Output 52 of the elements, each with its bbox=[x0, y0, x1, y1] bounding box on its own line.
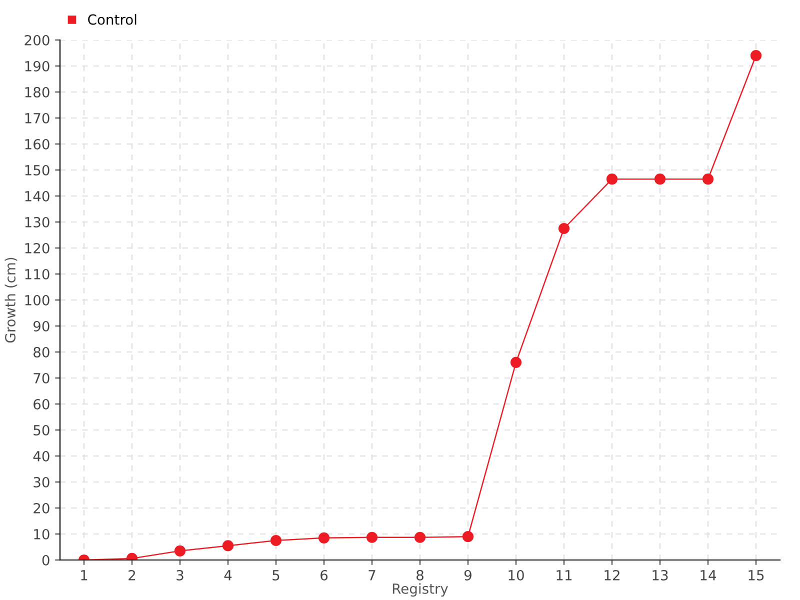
x-tick-label: 1 bbox=[81, 570, 88, 580]
point bbox=[414, 532, 426, 543]
y-axis-title: Growth (cm) bbox=[4, 258, 18, 343]
x-tick-label: 6 bbox=[320, 570, 328, 580]
point bbox=[270, 534, 282, 546]
point bbox=[462, 531, 474, 542]
x-tick-label: 10 bbox=[508, 570, 524, 580]
x-tick-label: 3 bbox=[176, 570, 184, 580]
x-tick-label: 15 bbox=[748, 570, 764, 580]
x-tick-label: 14 bbox=[700, 570, 716, 580]
y-tick-label: 60 bbox=[34, 398, 50, 410]
x-tick-label: 5 bbox=[272, 570, 280, 580]
y-tick-label: 140 bbox=[25, 190, 50, 202]
y-tick-label: 100 bbox=[25, 294, 50, 306]
y-tick-label: 10 bbox=[34, 528, 50, 540]
point bbox=[222, 540, 234, 552]
y-tick-label: 80 bbox=[34, 346, 50, 358]
y-tick-label: 150 bbox=[25, 164, 50, 176]
x-tick-label: 4 bbox=[224, 570, 232, 580]
y-tick-label: 130 bbox=[25, 216, 50, 228]
y-tick-label: 110 bbox=[25, 268, 50, 280]
x-tick-label: 8 bbox=[416, 570, 424, 580]
point bbox=[606, 174, 618, 185]
point bbox=[558, 222, 570, 234]
x-tick-label: 9 bbox=[464, 570, 472, 580]
point bbox=[510, 356, 522, 368]
y-tick-label: 50 bbox=[34, 424, 50, 436]
point bbox=[750, 50, 762, 62]
y-tick-label: 170 bbox=[25, 112, 50, 124]
x-axis-title: Registry bbox=[392, 583, 448, 597]
point bbox=[654, 174, 666, 185]
x-tick-label: 7 bbox=[368, 570, 376, 580]
y-tick-label: 70 bbox=[34, 372, 50, 384]
y-tick-label: 30 bbox=[34, 476, 50, 488]
point bbox=[318, 532, 330, 544]
point bbox=[174, 545, 186, 556]
legend-label: Control bbox=[88, 14, 136, 25]
point bbox=[702, 174, 714, 185]
y-tick-label: 20 bbox=[34, 502, 50, 514]
x-tick-label: 13 bbox=[652, 570, 668, 580]
y-tick-label: 40 bbox=[33, 450, 50, 462]
y-tick-label: 200 bbox=[24, 34, 50, 46]
y-tick-label: 120 bbox=[25, 242, 50, 254]
y-tick-label: 0 bbox=[42, 554, 50, 566]
x-tick-label: 11 bbox=[556, 570, 572, 580]
x-tick-label: 12 bbox=[604, 570, 620, 580]
y-tick-label: 180 bbox=[25, 86, 50, 98]
x-tick-label: 2 bbox=[128, 570, 136, 580]
y-tick-label: 190 bbox=[25, 60, 50, 72]
y-tick-label: 90 bbox=[33, 320, 50, 332]
point bbox=[366, 532, 378, 543]
y-tick-label: 160 bbox=[25, 138, 50, 150]
